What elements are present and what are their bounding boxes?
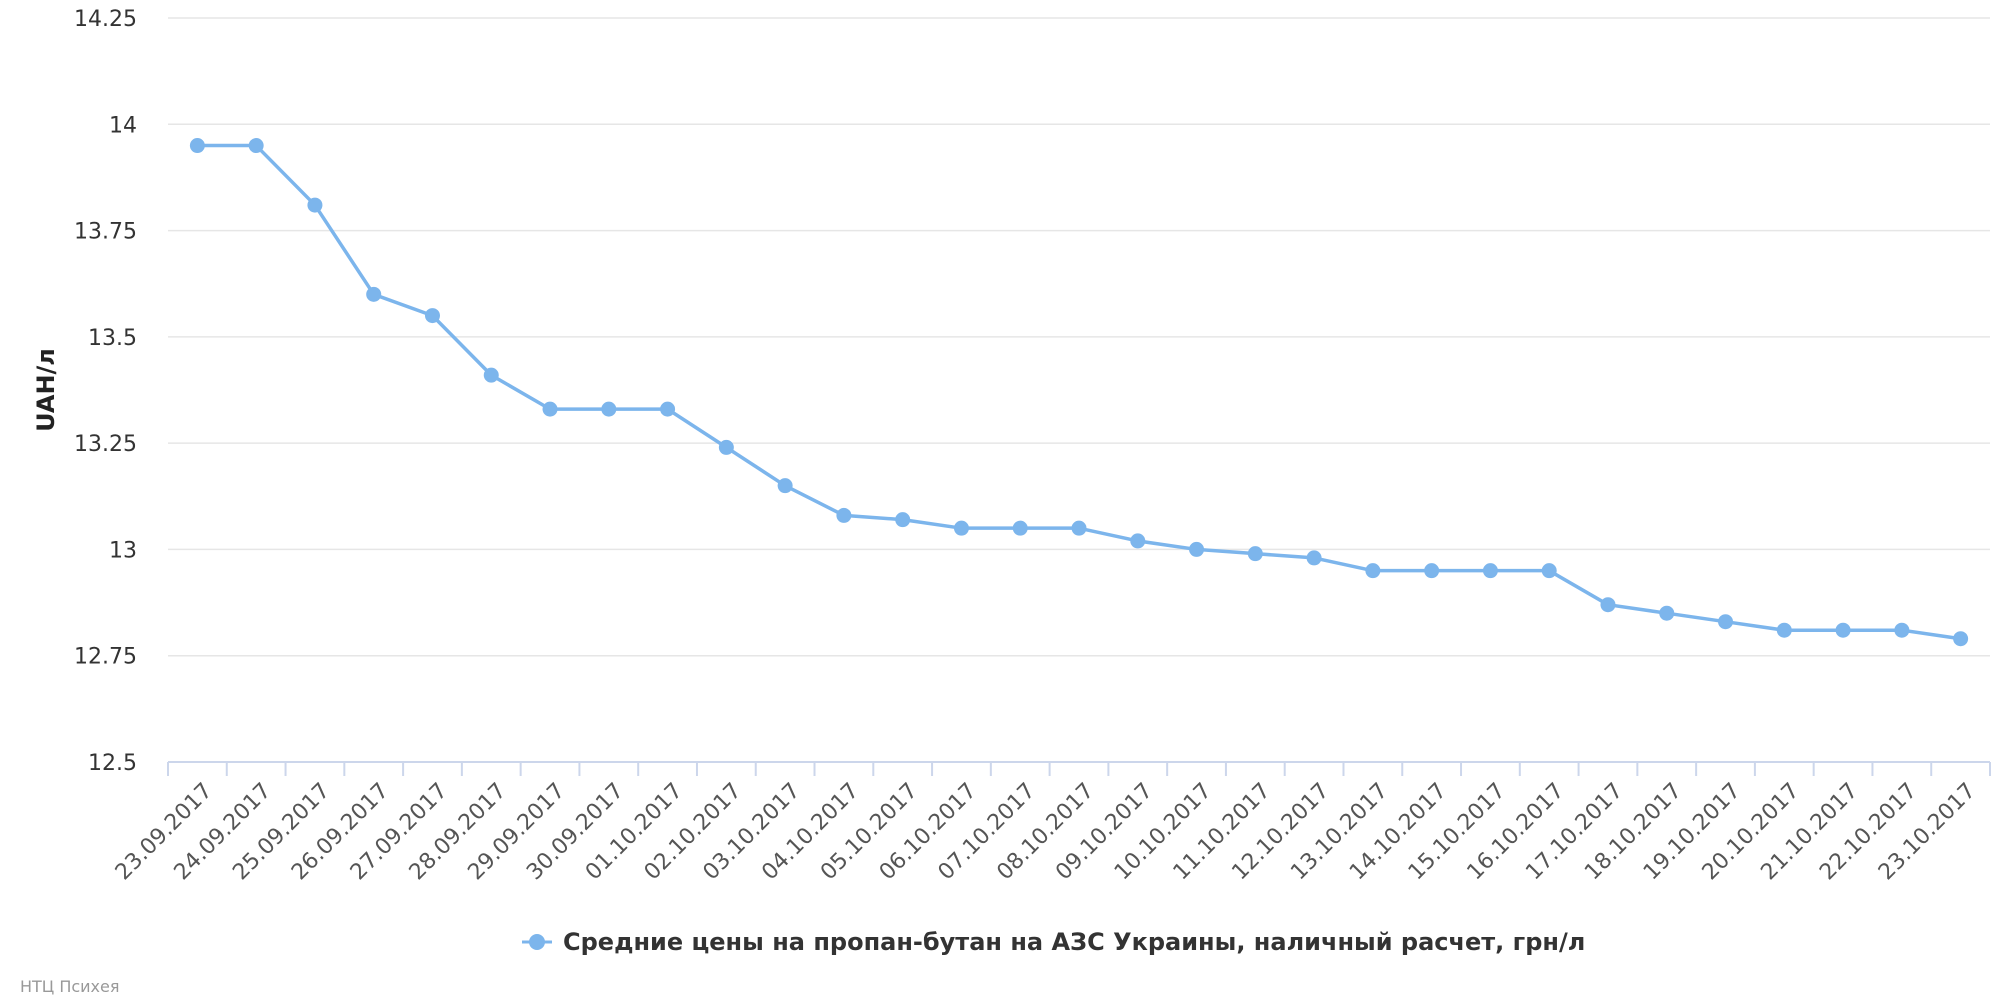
data-point[interactable]	[1482, 563, 1498, 579]
y-tick-label: 14.25	[74, 7, 137, 32]
data-point[interactable]	[424, 308, 440, 324]
data-point[interactable]	[1776, 622, 1792, 638]
y-tick-label: 13.5	[88, 326, 137, 351]
data-point[interactable]	[307, 197, 323, 213]
legend-label[interactable]: Средние цены на пропан-бутан на АЗС Укра…	[563, 928, 1585, 956]
data-point[interactable]	[601, 401, 617, 417]
data-point[interactable]	[1541, 563, 1557, 579]
data-point[interactable]	[1365, 563, 1381, 579]
data-point[interactable]	[836, 507, 852, 523]
y-axis-tick-labels: 12.5 12.75 13 13.25 13.5 13.75 14 14.25	[74, 7, 137, 776]
data-point[interactable]	[1835, 622, 1851, 638]
data-point[interactable]	[1306, 550, 1322, 566]
data-point[interactable]	[1953, 631, 1969, 647]
grid-lines	[168, 17, 1990, 657]
data-point[interactable]	[1424, 563, 1440, 579]
data-point[interactable]	[718, 439, 734, 455]
data-point[interactable]	[189, 138, 205, 154]
series-line-group	[195, 143, 1963, 641]
data-point[interactable]	[1600, 597, 1616, 613]
series-points	[189, 138, 1969, 647]
data-point[interactable]	[366, 286, 382, 302]
y-tick-label: 12.5	[88, 751, 137, 776]
y-tick-label: 14	[109, 113, 137, 138]
legend-marker-dot	[529, 934, 545, 950]
series-line	[195, 143, 1963, 641]
data-point[interactable]	[1247, 546, 1263, 562]
y-axis-title: UAH/л	[32, 348, 60, 432]
data-point[interactable]	[1012, 520, 1028, 536]
y-tick-label: 13.75	[74, 220, 137, 245]
data-point[interactable]	[777, 478, 793, 494]
data-point[interactable]	[895, 512, 911, 528]
data-point[interactable]	[1718, 614, 1734, 630]
x-axis: 23.09.201724.09.201725.09.201726.09.2017…	[111, 761, 1991, 885]
y-tick-label: 13	[109, 538, 137, 563]
data-point[interactable]	[1071, 520, 1087, 536]
data-point[interactable]	[953, 520, 969, 536]
data-point[interactable]	[483, 367, 499, 383]
y-tick-label: 12.75	[74, 645, 137, 670]
data-point[interactable]	[1189, 541, 1205, 557]
data-point[interactable]	[542, 401, 558, 417]
data-point[interactable]	[660, 401, 676, 417]
credits-label: НТЦ Психея	[20, 977, 119, 996]
data-point[interactable]	[1659, 605, 1675, 621]
data-point[interactable]	[1894, 622, 1910, 638]
data-point[interactable]	[1130, 533, 1146, 549]
y-tick-label: 13.25	[74, 432, 137, 457]
legend[interactable]: Средние цены на пропан-бутан на АЗС Укра…	[522, 928, 1585, 956]
data-point[interactable]	[248, 138, 264, 154]
